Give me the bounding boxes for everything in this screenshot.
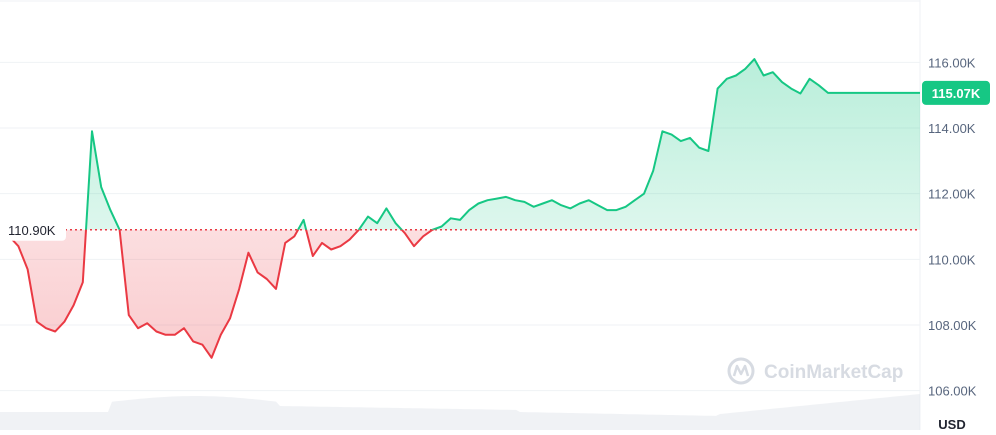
y-axis: 116.00K 114.00K 112.00K 110.00K 108.00K 106.0… — [928, 55, 977, 398]
y-tick-label: 112.00K — [928, 187, 976, 202]
price-line-up[interactable] — [0, 58, 920, 358]
watermark-text: CoinMarketCap — [764, 362, 903, 383]
y-tick-label: 108.00K — [928, 318, 977, 333]
price-line[interactable] — [0, 58, 920, 359]
volume-bars — [0, 394, 920, 430]
baseline-label-text: 110.90K — [8, 223, 56, 238]
currency-unit-label: USD — [938, 417, 965, 432]
y-tick-label: 110.00K — [928, 252, 976, 267]
y-tick-label: 106.00K — [928, 384, 977, 399]
coinmarketcap-logo-icon — [727, 357, 755, 385]
y-tick-label: 114.00K — [928, 121, 976, 136]
area-below-baseline — [0, 229, 920, 358]
baseline-label: 110.90K — [0, 218, 66, 241]
coinmarketcap-logo-mark-icon — [732, 364, 750, 377]
y-tick-label: 116.00K — [928, 55, 976, 70]
volume-area — [0, 394, 920, 430]
current-price-text: 115.07K — [932, 86, 981, 101]
current-price-tag[interactable]: 115.07K — [922, 80, 990, 105]
area-above-baseline — [86, 59, 920, 230]
price-line-down[interactable] — [0, 59, 920, 359]
price-area — [0, 59, 920, 358]
watermark: CoinMarketCap — [727, 357, 903, 385]
current-price-badge[interactable] — [922, 80, 990, 105]
baseline-label-box — [0, 218, 66, 241]
